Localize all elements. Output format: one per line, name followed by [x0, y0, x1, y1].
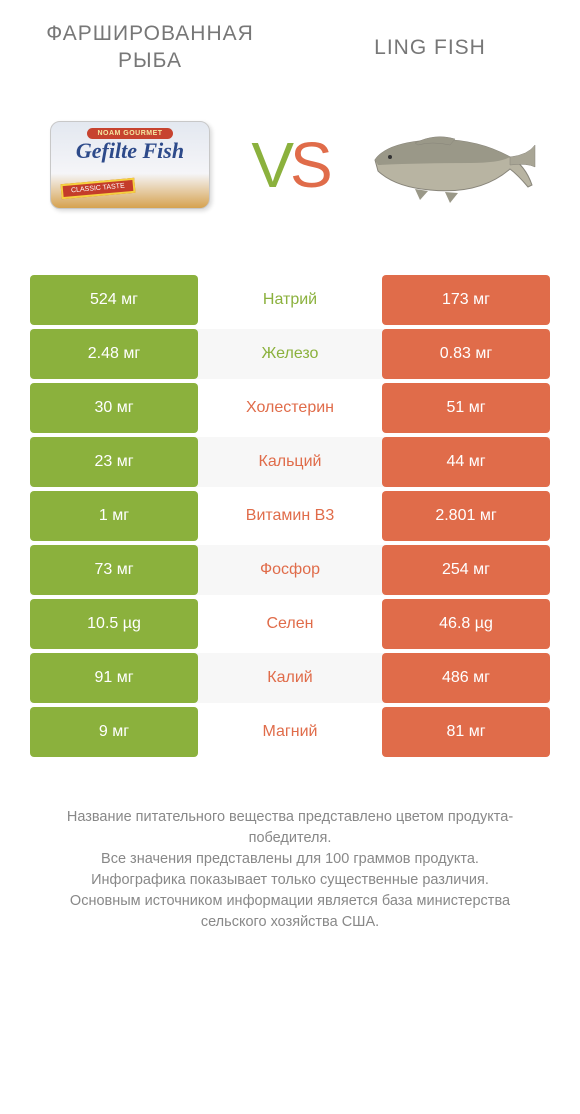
nutrient-label-cell: Селен [198, 599, 382, 649]
right-product-image [360, 105, 540, 225]
right-value-cell: 0.83 мг [382, 329, 550, 379]
left-value-cell: 2.48 мг [30, 329, 198, 379]
table-row: 30 мгХолестерин51 мг [30, 383, 550, 433]
nutrient-label-cell: Железо [198, 329, 382, 379]
left-value-cell: 91 мг [30, 653, 198, 703]
table-row: 23 мгКальций44 мг [30, 437, 550, 487]
left-value-cell: 524 мг [30, 275, 198, 325]
footnote-line: Основным источником информации является … [40, 891, 540, 933]
table-row: 1 мгВитамин B32.801 мг [30, 491, 550, 541]
right-value-cell: 486 мг [382, 653, 550, 703]
table-row: 91 мгКалий486 мг [30, 653, 550, 703]
infographic-container: ФАРШИРОВАННАЯ РЫБА LING FISH NOAM GOURME… [0, 0, 580, 953]
footnote-line: Все значения представлены для 100 граммо… [40, 849, 540, 870]
nutrient-label-cell: Витамин B3 [198, 491, 382, 541]
right-value-cell: 254 мг [382, 545, 550, 595]
right-value-cell: 44 мг [382, 437, 550, 487]
right-value-cell: 81 мг [382, 707, 550, 757]
footnote-line: Инфографика показывает только существенн… [40, 870, 540, 891]
header-row: ФАРШИРОВАННАЯ РЫБА LING FISH [30, 20, 550, 75]
gefilte-fish-package-icon: NOAM GOURMET Gefilte Fish CLASSIC TASTE [50, 121, 210, 209]
left-value-cell: 10.5 µg [30, 599, 198, 649]
nutrient-label-cell: Фосфор [198, 545, 382, 595]
right-product-title: LING FISH [310, 20, 550, 75]
nutrient-label-cell: Холестерин [198, 383, 382, 433]
footnote: Название питательного вещества представл… [30, 807, 550, 933]
right-value-cell: 2.801 мг [382, 491, 550, 541]
footnote-line: Название питательного вещества представл… [40, 807, 540, 849]
right-value-cell: 51 мг [382, 383, 550, 433]
package-stripe: CLASSIC TASTE [60, 177, 135, 198]
nutrient-label-cell: Магний [198, 707, 382, 757]
vs-v: V [251, 129, 290, 201]
vs-label: VS [251, 133, 328, 197]
left-value-cell: 73 мг [30, 545, 198, 595]
image-row: NOAM GOURMET Gefilte Fish CLASSIC TASTE … [30, 105, 550, 225]
left-value-cell: 30 мг [30, 383, 198, 433]
package-brand: NOAM GOURMET [87, 128, 172, 139]
ling-fish-icon [360, 105, 540, 225]
vs-s: S [290, 129, 329, 201]
table-row: 10.5 µgСелен46.8 µg [30, 599, 550, 649]
left-value-cell: 9 мг [30, 707, 198, 757]
nutrient-label-cell: Калий [198, 653, 382, 703]
table-row: 2.48 мгЖелезо0.83 мг [30, 329, 550, 379]
nutrient-label-cell: Натрий [198, 275, 382, 325]
left-product-title: ФАРШИРОВАННАЯ РЫБА [30, 20, 270, 75]
right-value-cell: 173 мг [382, 275, 550, 325]
table-row: 73 мгФосфор254 мг [30, 545, 550, 595]
left-product-image: NOAM GOURMET Gefilte Fish CLASSIC TASTE [40, 105, 220, 225]
table-row: 524 мгНатрий173 мг [30, 275, 550, 325]
left-value-cell: 1 мг [30, 491, 198, 541]
right-value-cell: 46.8 µg [382, 599, 550, 649]
nutrient-label-cell: Кальций [198, 437, 382, 487]
table-row: 9 мгМагний81 мг [30, 707, 550, 757]
package-main-text: Gefilte Fish [76, 141, 184, 162]
comparison-table: 524 мгНатрий173 мг2.48 мгЖелезо0.83 мг30… [30, 275, 550, 757]
left-value-cell: 23 мг [30, 437, 198, 487]
